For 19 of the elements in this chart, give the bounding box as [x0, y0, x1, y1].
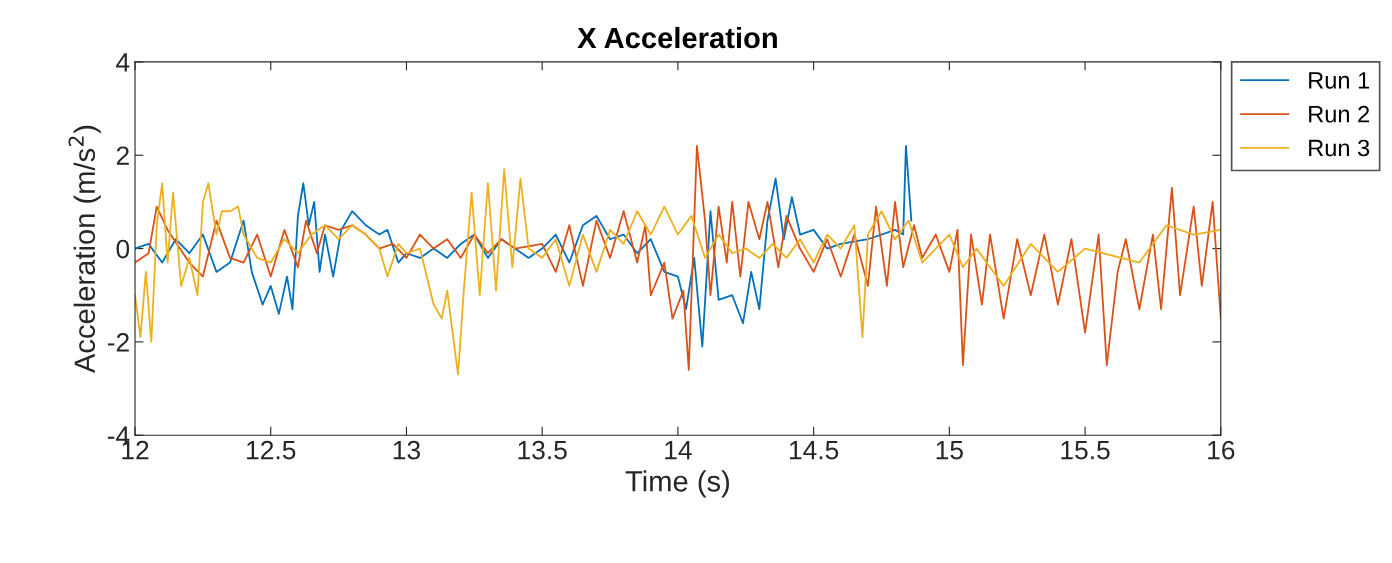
line-series: [135, 145, 913, 348]
legend-label: Run 3: [1309, 139, 1370, 157]
x-tick-label: 12.5: [247, 440, 296, 460]
x-tick-label: 14: [665, 441, 692, 460]
y-tick-label: 2: [116, 146, 129, 165]
x-tick-label: 14.5: [789, 441, 839, 460]
legend-label: Run 1: [1309, 72, 1370, 89]
y-tick-label: 4: [116, 53, 130, 72]
x-tick-label: 16: [1208, 440, 1235, 460]
x-tick-label: 13.5: [518, 440, 567, 460]
y-tick-label: 0: [116, 239, 130, 259]
chart-title: X Acceleration: [577, 26, 777, 49]
y-axis-title: Acceleration (m/s$^{2}$): [68, 125, 101, 374]
y-tick-label: -2: [107, 333, 129, 352]
x-tick-label: 13: [393, 440, 420, 460]
x-tick-label: 15.5: [1061, 441, 1110, 460]
x-axis-title: Time (s): [625, 470, 730, 498]
legend-label: Run 2: [1309, 105, 1370, 123]
x-tick-label: 15: [936, 441, 963, 460]
